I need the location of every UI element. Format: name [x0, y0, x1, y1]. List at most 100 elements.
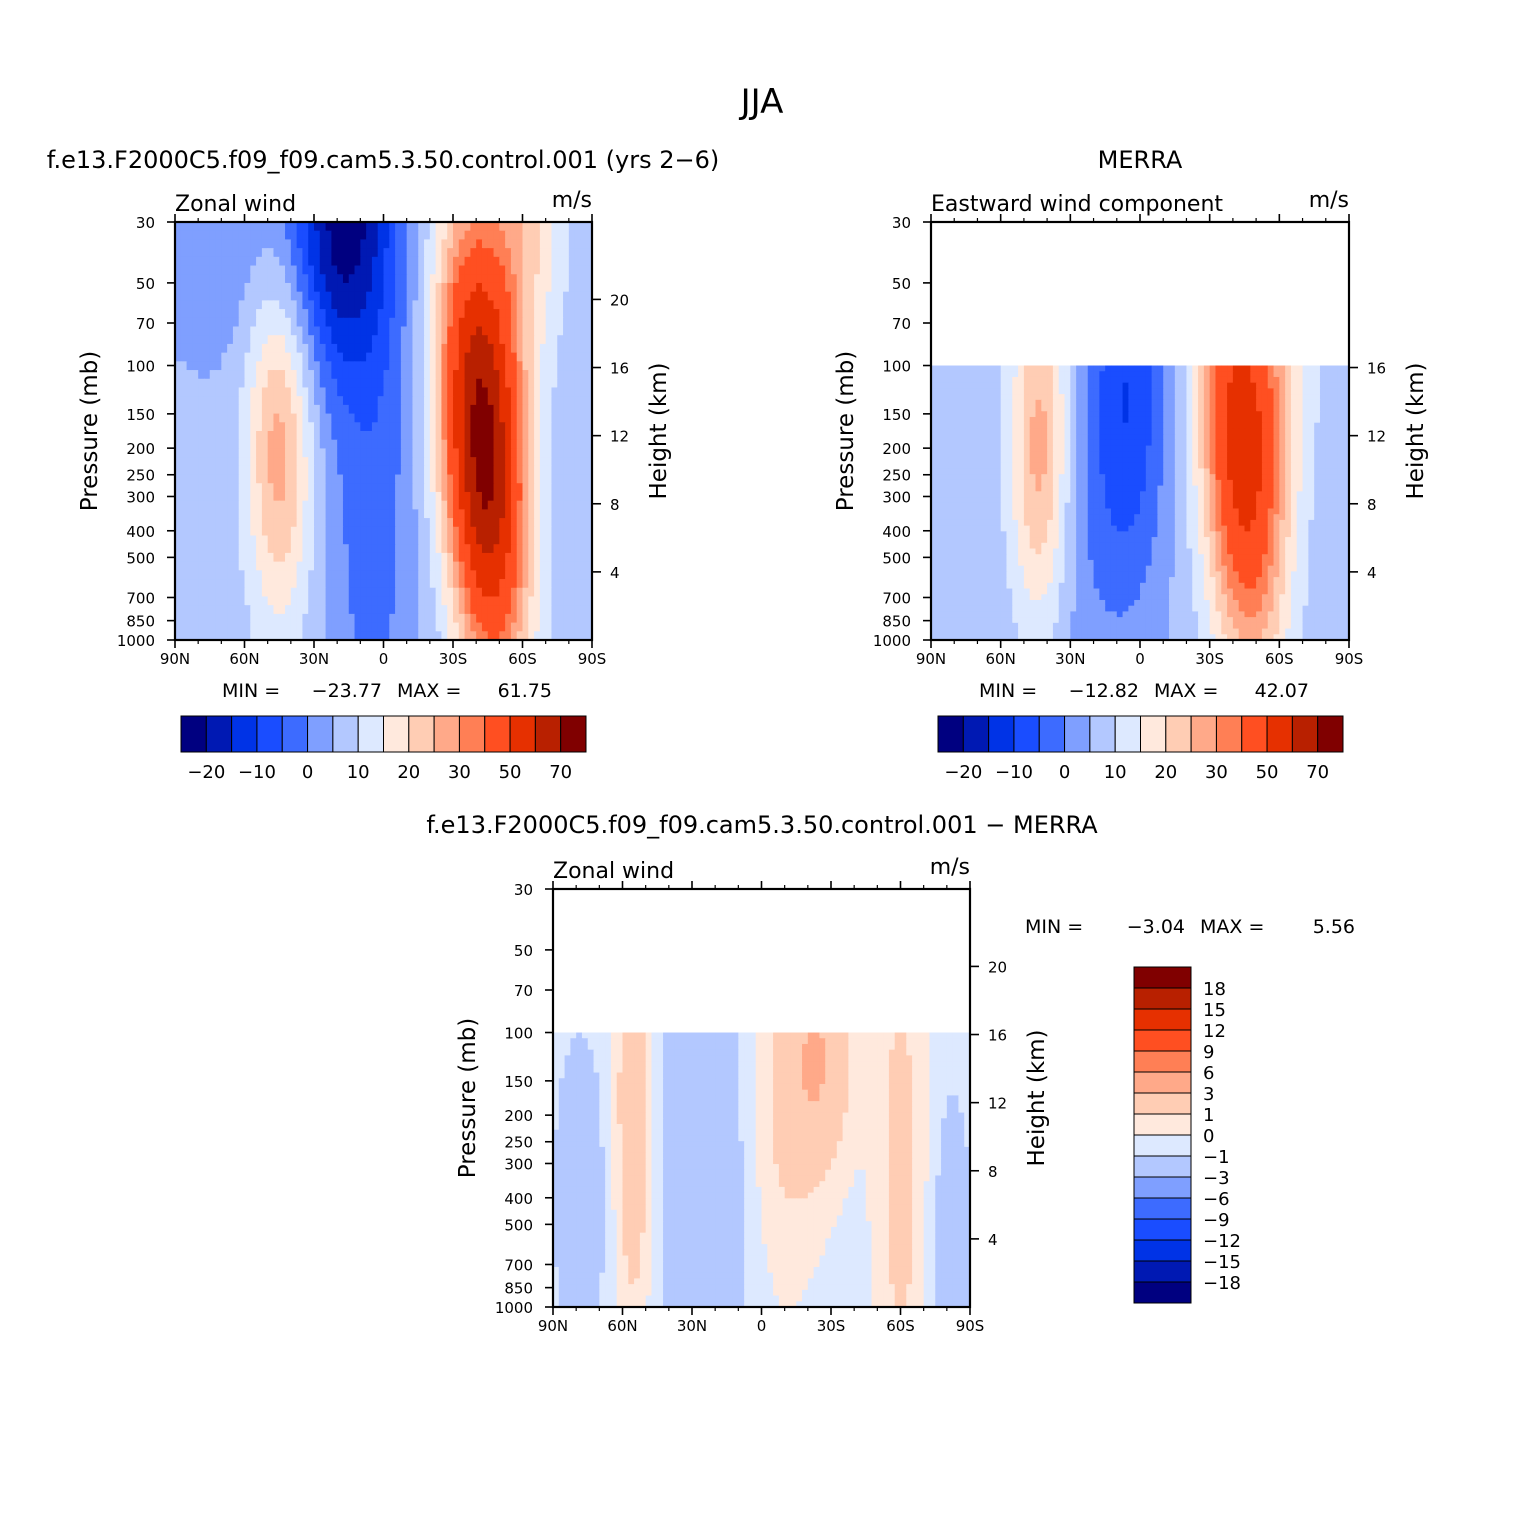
field-cell: [290, 248, 298, 258]
field-cell: [314, 448, 321, 458]
field-cell: [331, 300, 338, 310]
field-cell: [348, 239, 356, 249]
field-cell: [1285, 382, 1292, 389]
field-cell: [1221, 376, 1228, 384]
field-cell: [180, 352, 188, 362]
field-cell: [557, 222, 564, 232]
field-cell: [400, 561, 408, 571]
field-cell: [1186, 382, 1193, 389]
field-cell: [175, 465, 182, 476]
field-cell: [412, 230, 419, 241]
field-cell: [273, 222, 280, 232]
field-cell: [244, 422, 251, 432]
field-cell: [1099, 365, 1106, 372]
field-cell: [395, 256, 402, 267]
field-cell: [1285, 394, 1292, 401]
field-cell: [180, 326, 188, 336]
field-cell: [389, 448, 396, 458]
field-cell: [285, 222, 292, 232]
field-cell: [198, 396, 205, 406]
field-cell: [400, 570, 408, 580]
field-cell: [499, 570, 506, 580]
field-cell: [1070, 445, 1077, 452]
field-cell: [198, 274, 205, 284]
field-cell: [528, 448, 535, 458]
field-cell: [354, 526, 361, 537]
field-cell: [203, 256, 211, 267]
field-cell: [232, 579, 240, 589]
field-cell: [1006, 382, 1013, 389]
field-cell: [1209, 434, 1217, 441]
field-cell: [539, 404, 547, 415]
field-cell: [192, 370, 199, 380]
field-cell: [261, 605, 269, 615]
field-cell: [954, 371, 961, 378]
field-cell: [412, 561, 419, 571]
field-cell: [395, 526, 402, 537]
field-cell: [360, 309, 367, 319]
field-cell: [296, 239, 304, 249]
field-cell: [505, 570, 512, 580]
field-cell: [1122, 382, 1129, 389]
field-cell: [186, 387, 193, 397]
field-cell: [464, 561, 471, 571]
field-cell: [528, 552, 535, 563]
field-cell: [366, 622, 373, 632]
field-cell: [429, 474, 437, 484]
field-cell: [1110, 422, 1118, 430]
field-cell: [371, 448, 379, 458]
field-cell: [354, 448, 361, 458]
field-cell: [1314, 371, 1321, 378]
field-cell: [308, 587, 315, 598]
field-cell: [215, 631, 222, 641]
field-cell: [1250, 439, 1257, 447]
field-cell: [977, 445, 984, 452]
field-cell: [458, 343, 466, 354]
field-cell: [383, 596, 390, 606]
field-cell: [273, 300, 280, 310]
field-cell: [186, 509, 193, 519]
field-cell: [267, 457, 275, 467]
field-cell: [412, 439, 419, 450]
field-cell: [198, 248, 205, 258]
field-cell: [516, 282, 524, 293]
field-cell: [273, 343, 280, 354]
field-cell: [1180, 434, 1188, 441]
field-cell: [545, 343, 553, 354]
field-cell: [186, 596, 193, 606]
field-cell: [441, 282, 448, 293]
field-cell: [516, 352, 524, 362]
field-cell: [302, 396, 309, 406]
field-cell: [586, 422, 593, 432]
field-cell: [510, 596, 518, 606]
field-cell: [1302, 445, 1309, 452]
field-cell: [383, 483, 390, 493]
field-cell: [942, 439, 950, 447]
field-cell: [227, 544, 234, 554]
field-cell: [574, 526, 582, 537]
field-cell: [371, 596, 379, 606]
field-cell: [586, 335, 593, 345]
field-cell: [1110, 411, 1118, 418]
field-cell: [971, 445, 979, 452]
field-cell: [1047, 399, 1054, 407]
field-cell: [354, 509, 361, 519]
field-cell: [203, 465, 211, 476]
field-cell: [290, 518, 298, 528]
field-cell: [481, 222, 489, 232]
field-cell: [424, 404, 431, 415]
field-cell: [516, 317, 524, 328]
field-cell: [232, 265, 240, 275]
field-cell: [1250, 411, 1257, 418]
field-cell: [383, 239, 390, 249]
field-cell: [1087, 382, 1095, 389]
field-cell: [1302, 405, 1309, 412]
field-cell: [418, 535, 425, 545]
field-cell: [366, 518, 373, 528]
field-cell: [418, 335, 425, 345]
field-cell: [279, 509, 286, 519]
field-cell: [1012, 474, 1019, 481]
field-cell: [1174, 382, 1182, 389]
field-cell: [1134, 434, 1141, 441]
panel-title: f.e13.F2000C5.f09_f09.cam5.3.50.control.…: [47, 146, 720, 174]
